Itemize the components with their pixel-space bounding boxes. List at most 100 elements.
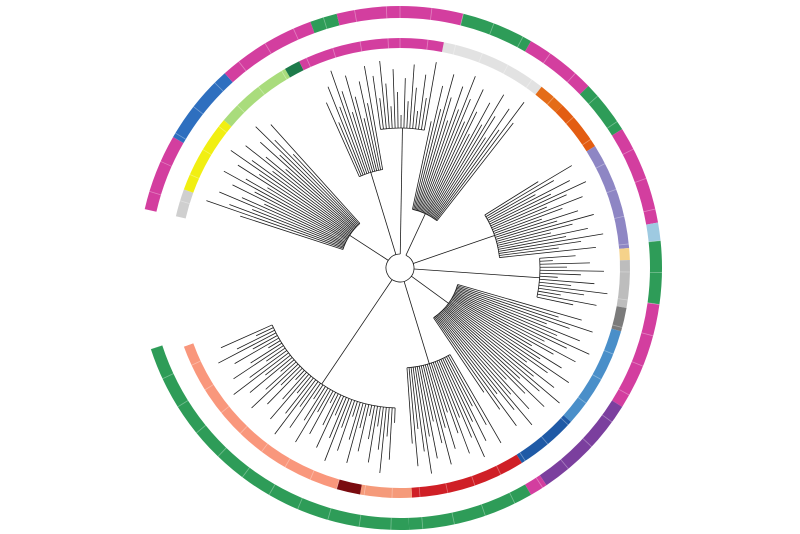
outer-ring-stripe bbox=[217, 447, 227, 457]
leaf-branch bbox=[368, 405, 375, 440]
inner-ring-segment bbox=[611, 306, 627, 332]
leaf-branch bbox=[418, 366, 438, 459]
leaf-branch bbox=[539, 278, 595, 285]
leaf-branch bbox=[377, 406, 381, 427]
leaf-branch bbox=[338, 122, 362, 176]
leaf-branch bbox=[446, 305, 534, 377]
outer-ring-segment bbox=[539, 400, 623, 486]
inner-ring-stripe bbox=[284, 458, 291, 468]
outer-ring-stripe bbox=[149, 191, 162, 196]
leaf-branch bbox=[245, 178, 349, 239]
leaf-branch bbox=[406, 367, 413, 444]
clade-arc bbox=[433, 284, 459, 319]
leaf-branch bbox=[496, 223, 573, 244]
inner-ring-segment bbox=[360, 484, 413, 498]
leaf-branch bbox=[485, 165, 572, 218]
leaf-branch bbox=[456, 286, 593, 333]
leaf-branch bbox=[394, 407, 396, 423]
clade-stem bbox=[405, 213, 426, 256]
leaf-branch bbox=[420, 365, 434, 422]
leaf-branch bbox=[346, 402, 364, 463]
leaf-branch bbox=[430, 94, 505, 217]
leaf-branch bbox=[233, 352, 289, 395]
leaf-branch bbox=[440, 359, 485, 458]
outer-ring-stripe bbox=[588, 95, 598, 105]
leaf-branch bbox=[499, 247, 596, 258]
outer-ring-stripe bbox=[566, 73, 576, 83]
inner-ring-stripe bbox=[258, 86, 265, 95]
leaf-branch bbox=[327, 86, 364, 176]
leaf-branch bbox=[379, 407, 387, 474]
outer-ring-stripe bbox=[607, 121, 618, 129]
inner-ring-segment bbox=[535, 86, 563, 113]
inner-ring-stripe bbox=[617, 298, 628, 301]
inner-ring-segment bbox=[336, 479, 362, 495]
leaf-branch bbox=[316, 394, 342, 448]
leaf-branch bbox=[495, 220, 558, 240]
outer-ring-stripe bbox=[451, 512, 455, 525]
leaf-branch bbox=[324, 398, 350, 461]
outer-ring-stripe bbox=[582, 438, 592, 447]
leaf-branch bbox=[390, 106, 393, 129]
leaf-branch bbox=[351, 112, 372, 173]
outer-ring-segment bbox=[400, 6, 464, 26]
leaf-branch bbox=[377, 406, 384, 450]
outer-ring-stripe bbox=[293, 28, 299, 40]
leaf-branch bbox=[437, 314, 515, 410]
leaf-branch bbox=[490, 181, 587, 227]
leaf-branch bbox=[241, 197, 346, 244]
leaf-branch bbox=[322, 393, 339, 426]
leaf-branch bbox=[412, 87, 417, 129]
inner-ring-segment bbox=[183, 343, 340, 490]
outer-ring-stripe bbox=[264, 43, 272, 54]
outer-ring-stripe bbox=[481, 504, 486, 516]
leaf-branch bbox=[230, 150, 351, 235]
leaf-branch bbox=[341, 399, 353, 428]
inner-ring-stripe bbox=[565, 116, 574, 124]
outer-ring-stripe bbox=[354, 9, 357, 22]
inner-ring-stripe bbox=[281, 70, 288, 80]
leaf-branch bbox=[223, 170, 348, 240]
leaf-branch bbox=[492, 206, 548, 231]
leaf-branch bbox=[255, 126, 358, 227]
leaf-branch bbox=[428, 102, 491, 216]
leaf-branch bbox=[252, 335, 278, 350]
leaf-branch bbox=[444, 357, 487, 441]
leaf-branch bbox=[268, 340, 281, 349]
leaf-branch bbox=[423, 62, 437, 131]
leaf-branch bbox=[439, 312, 512, 395]
leaf-branch bbox=[422, 365, 443, 444]
leaf-branch bbox=[434, 316, 501, 410]
leaf-branch bbox=[489, 193, 552, 225]
outer-ring-segment bbox=[224, 21, 315, 83]
inner-ring-stripe bbox=[336, 479, 340, 490]
leaf-branch bbox=[452, 297, 554, 355]
leaf-branch bbox=[274, 139, 359, 226]
inner-ring-stripe bbox=[309, 470, 315, 480]
leaf-branch bbox=[539, 255, 576, 259]
inner-ring-segment bbox=[183, 120, 232, 193]
leaf-branch bbox=[423, 121, 465, 214]
inner-ring-stripe bbox=[387, 38, 389, 49]
inner-ring-segment bbox=[563, 328, 622, 422]
leaf-branch bbox=[232, 184, 347, 242]
outer-ring-stripe bbox=[643, 208, 656, 213]
clade-stem bbox=[411, 275, 449, 304]
leaf-branch bbox=[220, 324, 273, 349]
inner-ring-stripe bbox=[237, 105, 245, 113]
leaf-branch bbox=[442, 309, 545, 407]
leaf-branch bbox=[234, 337, 280, 364]
leaf-branch bbox=[309, 390, 334, 435]
leaf-branch bbox=[435, 102, 525, 221]
leaf-branch bbox=[488, 180, 570, 223]
leaf-branch bbox=[457, 284, 582, 321]
leaf-branch bbox=[416, 366, 430, 437]
outer-ring-stripe bbox=[175, 132, 186, 140]
outer-ring-stripe bbox=[460, 13, 464, 26]
clade-arc bbox=[342, 223, 361, 250]
inner-ring-segment bbox=[586, 146, 630, 249]
leaf-branch bbox=[265, 354, 291, 376]
inner-ring-stripe bbox=[496, 465, 502, 475]
leaf-branch bbox=[436, 122, 514, 221]
inner-ring-stripe bbox=[218, 126, 227, 133]
